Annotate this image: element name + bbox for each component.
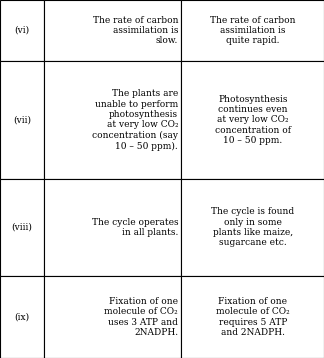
Bar [44,179,181,276]
Text: The cycle operates
in all plants.: The cycle operates in all plants. [92,218,178,237]
Bar [0,0,44,61]
Text: The rate of carbon
assimilation is
quite rapid.: The rate of carbon assimilation is quite… [210,15,295,45]
Text: Fixation of one
molecule of CO₂
requires 5 ATP
and 2NADPH.: Fixation of one molecule of CO₂ requires… [216,297,290,337]
Text: (ix): (ix) [14,312,29,321]
Text: The plants are
unable to perform
photosynthesis
at very low CO₂
concentration (s: The plants are unable to perform photosy… [92,89,178,151]
Text: The cycle is found
only in some
plants like maize,
sugarcane etc.: The cycle is found only in some plants l… [211,207,294,247]
Bar [44,276,181,358]
Text: The rate of carbon
assimilation is
slow.: The rate of carbon assimilation is slow. [93,15,178,45]
Bar [0,276,44,358]
Bar [44,0,181,61]
Bar [181,61,324,179]
Bar [0,179,44,276]
Text: (vii): (vii) [13,115,31,125]
Bar [181,179,324,276]
Bar [44,61,181,179]
Text: Fixation of one
molecule of CO₂
uses 3 ATP and
2NADPH.: Fixation of one molecule of CO₂ uses 3 A… [104,297,178,337]
Text: (viii): (viii) [11,223,32,232]
Text: Photosynthesis
continues even
at very low CO₂
concentration of
10 – 50 ppm.: Photosynthesis continues even at very lo… [215,95,291,145]
Bar [181,0,324,61]
Bar [0,61,44,179]
Text: (vi): (vi) [14,26,29,35]
Bar [181,276,324,358]
